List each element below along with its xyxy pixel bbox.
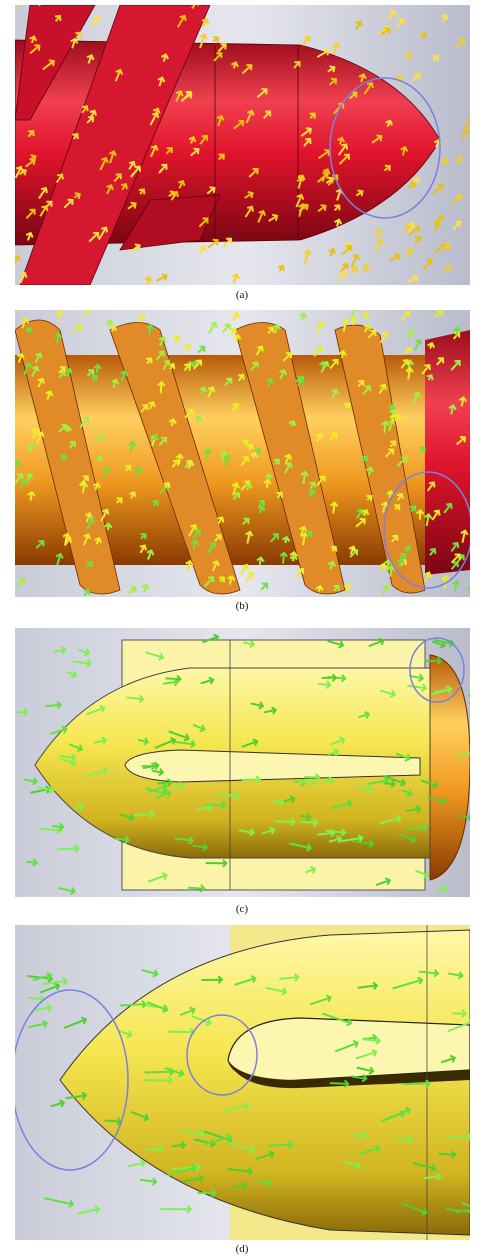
- caption: (a): [236, 289, 249, 301]
- caption: (c): [236, 903, 249, 915]
- panel-c: [15, 628, 482, 897]
- flow-arrow: [39, 0, 49, 5]
- flow-arrow: [344, 300, 351, 310]
- flow-arrow: [468, 693, 482, 700]
- caption: (b): [236, 600, 249, 612]
- panel-b: [14, 300, 474, 597]
- panel-a: [14, 0, 474, 285]
- flow-arrow: [433, 0, 440, 5]
- flow-arrow: [383, 304, 389, 311]
- caption: (d): [236, 1243, 249, 1255]
- panel-d: [12, 925, 482, 1240]
- page: (a) (b) (c) (d): [0, 0, 482, 1259]
- slot: [228, 1018, 470, 1081]
- figure: (a) (b) (c) (d): [0, 0, 482, 1259]
